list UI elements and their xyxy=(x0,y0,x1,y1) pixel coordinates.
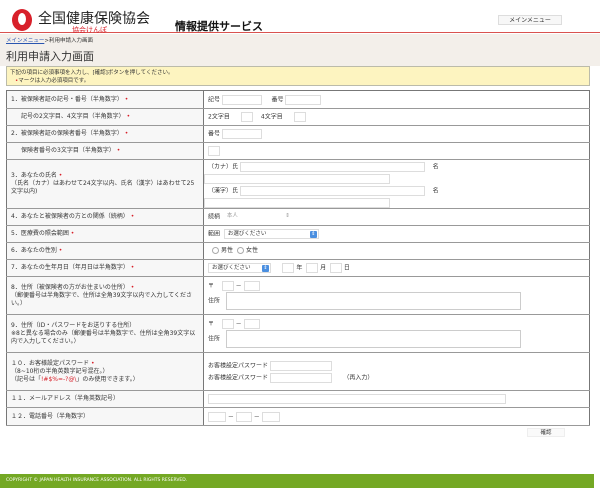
tel3-input[interactable] xyxy=(261,411,280,422)
row-5: 5．医療費の照会範囲 • 範囲 お選びください ⇕ xyxy=(6,225,590,243)
row-12: １２．電話番号（半角数字） － － xyxy=(6,407,590,426)
row-2b: 保険者番号の3文字目（半角数字） • xyxy=(6,142,590,160)
row-label: 7．あなたの生年月日（年月日は半角数字） xyxy=(11,264,129,271)
row-note: （氏名（カナ）はあわせて24文字以内、氏名（漢字）はあわせて25文字以内) xyxy=(11,180,195,195)
row-label: 3．あなたの氏名 xyxy=(11,172,57,179)
tel2-input[interactable] xyxy=(235,411,252,422)
radio-label: 女性 xyxy=(246,247,259,254)
radio-label: 男性 xyxy=(221,247,234,254)
breadcrumb-current: 利用申請入力画面 xyxy=(48,38,93,44)
breadcrumb-sep: > xyxy=(44,38,49,44)
kana-mei-input[interactable] xyxy=(204,174,390,184)
row-2: 2．被保険者証の保険者番号（半角数字） • 番号 xyxy=(6,125,590,143)
kanji-sei-input[interactable] xyxy=(239,186,425,196)
chevron-updown-icon: ⇕ xyxy=(309,231,317,238)
field-label: 続柄 xyxy=(208,213,221,221)
password-confirm-input[interactable] xyxy=(269,372,332,383)
main-menu-button[interactable]: メインメニュー xyxy=(498,15,562,25)
row-10: １０．お客様設定パスワード • （8~10桁の半角英数字記号混在。） （記号は「!#… xyxy=(6,352,590,391)
row-9: 9．住所（ID・パスワードをお送りする住所） ※8と異なる場合のみ（郵便番号は半角… xyxy=(6,314,590,353)
notice-box: 下記の項目に必須事項を入力し、[確認]ボタンを押してください。 •マークは入力必… xyxy=(6,66,590,86)
row-label: 4．あなたと被保険者の方との関係（続柄） xyxy=(11,213,129,220)
bango-input[interactable] xyxy=(285,94,322,105)
kanji-mei-input[interactable] xyxy=(204,198,390,208)
female-radio[interactable] xyxy=(237,247,245,254)
footer: COPYRIGHT © JAPAN HEALTH INSURANCE ASSOC… xyxy=(0,474,594,488)
relationship-select[interactable]: 本人 ⇕ xyxy=(223,212,292,222)
page-title: 利用申請入力画面 xyxy=(6,50,94,63)
insurer-number-input[interactable] xyxy=(221,129,262,139)
zip1-input[interactable] xyxy=(221,319,234,329)
zip1-input[interactable] xyxy=(221,281,234,291)
row-label: 1．被保険者証の記号・番号（半角数字） xyxy=(11,95,123,103)
row-1b: 記号の2文字目、4文字目（半角数字） • 2文字目 4文字目 xyxy=(6,108,590,126)
row-label: １０．お客様設定パスワード xyxy=(11,359,90,367)
tel1-input[interactable] xyxy=(208,411,226,422)
row-label: 5．医療費の照会範囲 xyxy=(11,230,69,237)
field-label: 4文字目 xyxy=(260,113,283,121)
row-label: 記号の2文字目、4文字目（半角数字） xyxy=(21,113,125,120)
char4-input[interactable] xyxy=(294,112,307,122)
symbols-text: !#$%=-?@\ xyxy=(41,375,77,383)
field-label: 範囲 xyxy=(208,230,221,238)
row-6: 6．あなたの性別 • 男性 女性 xyxy=(6,242,590,260)
notice-line: 下記の項目に必須事項を入力し、[確認]ボタンを押してください。 xyxy=(10,70,174,76)
insurer-char3-input[interactable] xyxy=(208,146,220,156)
address-textarea[interactable] xyxy=(225,292,521,310)
row-label: １１．メールアドレス（半角英数記号） xyxy=(11,395,120,402)
range-select[interactable]: お選びください ⇕ xyxy=(223,229,319,239)
email-input[interactable] xyxy=(208,394,506,404)
field-label: 2文字目 xyxy=(208,113,230,121)
row-label: 2．被保険者証の保険者番号（半角数字） xyxy=(11,130,123,137)
year-input[interactable] xyxy=(282,263,295,273)
row-note: ※8と異なる場合のみ（郵便番号は半角数字で、住所は全角39文字以内で入力してくだ… xyxy=(11,329,196,345)
day-input[interactable] xyxy=(329,263,342,273)
zip2-input[interactable] xyxy=(243,319,260,329)
row-3: 3．あなたの氏名 • （氏名（カナ）はあわせて24文字以内、氏名（漢字）はあわせて… xyxy=(6,159,590,209)
row-11: １１．メールアドレス（半角英数記号） xyxy=(6,390,590,408)
breadcrumb-home[interactable]: メインメニュー xyxy=(6,38,45,44)
row-label: 6．あなたの性別 xyxy=(11,247,57,254)
era-select[interactable]: お選びください ⇕ xyxy=(208,263,271,273)
field-label: 名 xyxy=(432,163,439,171)
kana-sei-input[interactable] xyxy=(239,162,425,172)
service-title: 情報提供サービス xyxy=(175,20,263,33)
confirm-button[interactable]: 確認 xyxy=(527,428,565,437)
chevron-updown-icon: ⇕ xyxy=(262,265,269,272)
required-mark: • xyxy=(15,78,19,84)
row-7: 7．あなたの生年月日（年月日は半角数字） • お選びください ⇕ 年 月 日 xyxy=(6,259,590,277)
mail-address-textarea[interactable] xyxy=(225,330,521,348)
org-name: 全国健康保険協会 xyxy=(38,11,150,27)
row-note: （8~10桁の半角英数字記号混在。） xyxy=(11,367,109,375)
field-label: 名 xyxy=(432,187,439,195)
form-table: 1．被保険者証の記号・番号（半角数字） • 記号 番号 記号の2文字目、4文字目… xyxy=(6,90,590,426)
notice-line: マークは入力必須項目です。 xyxy=(18,78,90,84)
field-label: 番号 xyxy=(271,96,284,103)
field-label: （カナ）氏 xyxy=(208,163,239,171)
row-label: 保険者番号の3文字目（半角数字） xyxy=(21,147,115,154)
org-sub: 協会けんぽ xyxy=(72,26,107,34)
field-label: 記号 xyxy=(208,96,221,103)
row-note: （郵便番号は半角数字で、住所は全角39文字以内で入力してください。） xyxy=(11,291,193,307)
kigo-input[interactable] xyxy=(221,94,262,105)
char2-input[interactable] xyxy=(241,112,254,122)
row-label: １２．電話番号（半角数字） xyxy=(11,412,90,420)
title-band xyxy=(0,34,600,66)
header: 全国健康保険協会 協会けんぽ 情報提供サービス メインメニュー xyxy=(0,0,600,34)
month-input[interactable] xyxy=(306,263,319,273)
row-8: 8．住所（被保険者の方がお住まいの住所） • （郵便番号は半角数字で、住所は全角3… xyxy=(6,276,590,315)
row-label: 9．住所（ID・パスワードをお送りする住所） xyxy=(11,321,136,329)
field-label: （漢字）氏 xyxy=(208,187,239,195)
password-input[interactable] xyxy=(269,360,332,371)
row-label: 8．住所（被保険者の方がお住まいの住所） xyxy=(11,283,129,291)
row-4: 4．あなたと被保険者の方との関係（続柄） • 続柄 本人 ⇕ xyxy=(6,208,590,226)
breadcrumb: メインメニュー>利用申請入力画面 xyxy=(6,36,93,44)
male-radio[interactable] xyxy=(212,247,219,254)
row-1: 1．被保険者証の記号・番号（半角数字） • 記号 番号 xyxy=(6,90,590,109)
logo-icon xyxy=(12,9,32,31)
field-label: 番号 xyxy=(208,130,221,138)
zip2-input[interactable] xyxy=(243,281,260,291)
